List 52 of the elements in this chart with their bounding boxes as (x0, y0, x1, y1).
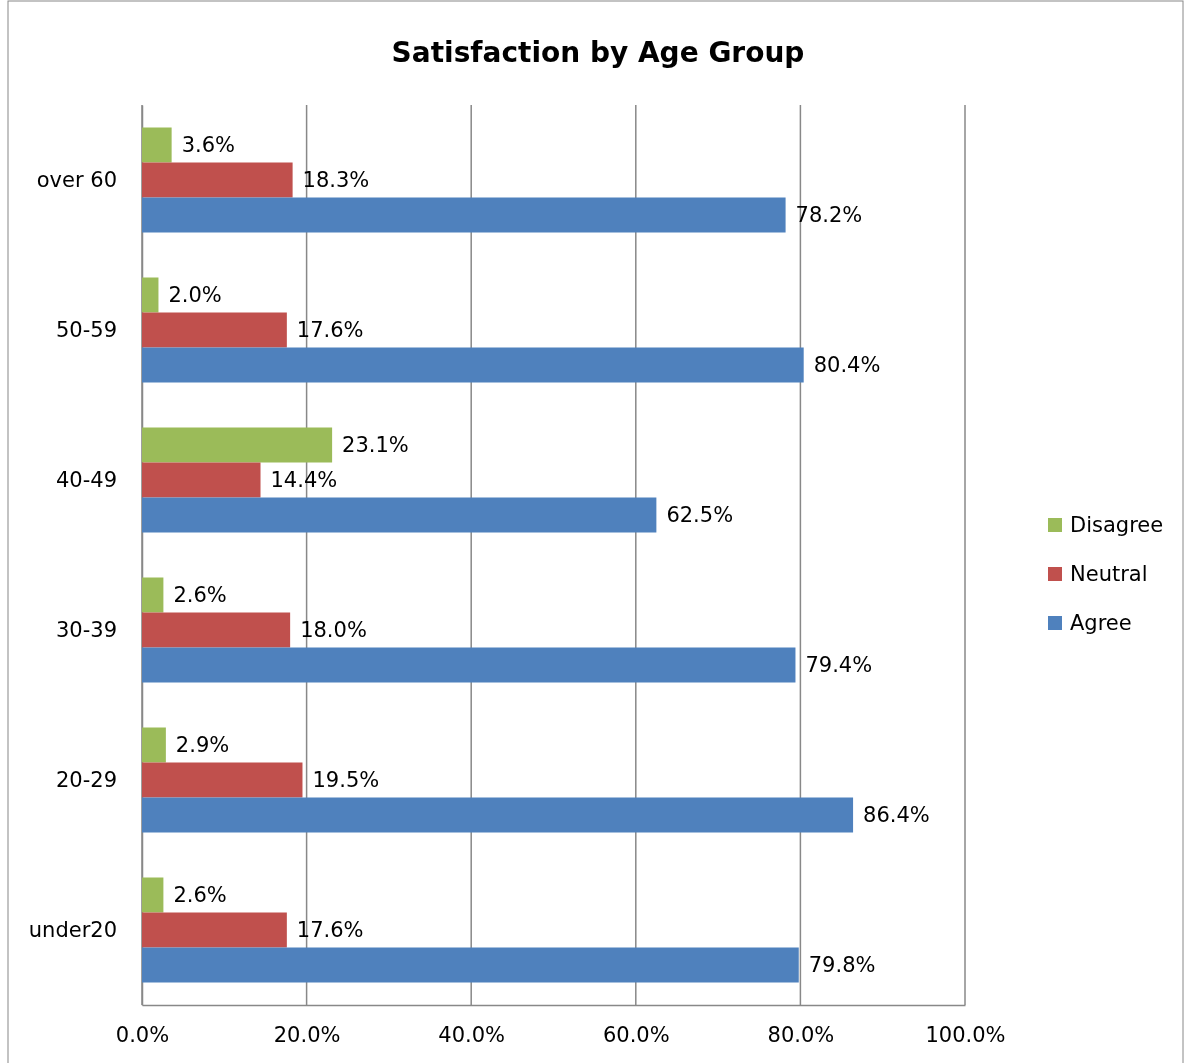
bar (142, 612, 291, 648)
x-tick-label: 20.0% (273, 1022, 341, 1047)
bar (142, 312, 287, 348)
bar (142, 462, 261, 498)
data-label: 17.6% (296, 318, 364, 343)
x-tick-label: 0.0% (115, 1022, 170, 1047)
x-tick-label: 60.0% (602, 1022, 670, 1047)
y-tick-label: over 60 (36, 167, 117, 192)
y-tick-label: 40-49 (55, 467, 117, 492)
data-label: 78.2% (795, 203, 863, 228)
data-label: 2.0% (168, 283, 222, 308)
bar (142, 162, 293, 198)
y-tick-label: under20 (28, 917, 117, 942)
bar (142, 727, 166, 763)
bar (142, 577, 164, 613)
chart-title: Satisfaction by Age Group (391, 36, 805, 69)
bar (142, 127, 172, 163)
bar (142, 797, 854, 833)
bar (142, 947, 799, 983)
data-label: 14.4% (270, 468, 338, 493)
data-label: 18.3% (302, 168, 370, 193)
legend-label: Disagree (1070, 513, 1164, 538)
bar (142, 347, 804, 383)
data-label: 2.6% (173, 883, 227, 908)
x-tick-label: 40.0% (438, 1022, 506, 1047)
legend-label: Agree (1070, 611, 1132, 636)
y-tick-label: 50-59 (55, 317, 117, 342)
y-tick-label: 20-29 (55, 767, 117, 792)
data-label: 17.6% (296, 918, 364, 943)
bar (142, 277, 159, 313)
x-tick-label: 80.0% (767, 1022, 835, 1047)
bar (142, 647, 796, 683)
data-label: 3.6% (181, 133, 235, 158)
data-label: 2.9% (175, 733, 230, 758)
bar (142, 912, 287, 948)
x-tick-label: 100.0% (925, 1022, 1006, 1047)
legend-label: Neutral (1070, 562, 1148, 587)
data-label: 86.4% (863, 803, 930, 828)
data-label: 19.5% (312, 768, 380, 793)
data-label: 18.0% (300, 618, 367, 643)
bar (142, 762, 303, 798)
data-label: 2.6% (173, 583, 227, 608)
data-label: 79.4% (805, 653, 873, 678)
bar (142, 427, 333, 463)
data-label: 80.4% (813, 353, 881, 378)
bar (142, 197, 786, 233)
bar (142, 877, 164, 913)
data-label: 23.1% (342, 433, 409, 458)
y-tick-label: 30-39 (55, 617, 117, 642)
data-label: 79.8% (808, 953, 876, 978)
bar (142, 497, 657, 533)
data-label: 62.5% (666, 503, 734, 528)
